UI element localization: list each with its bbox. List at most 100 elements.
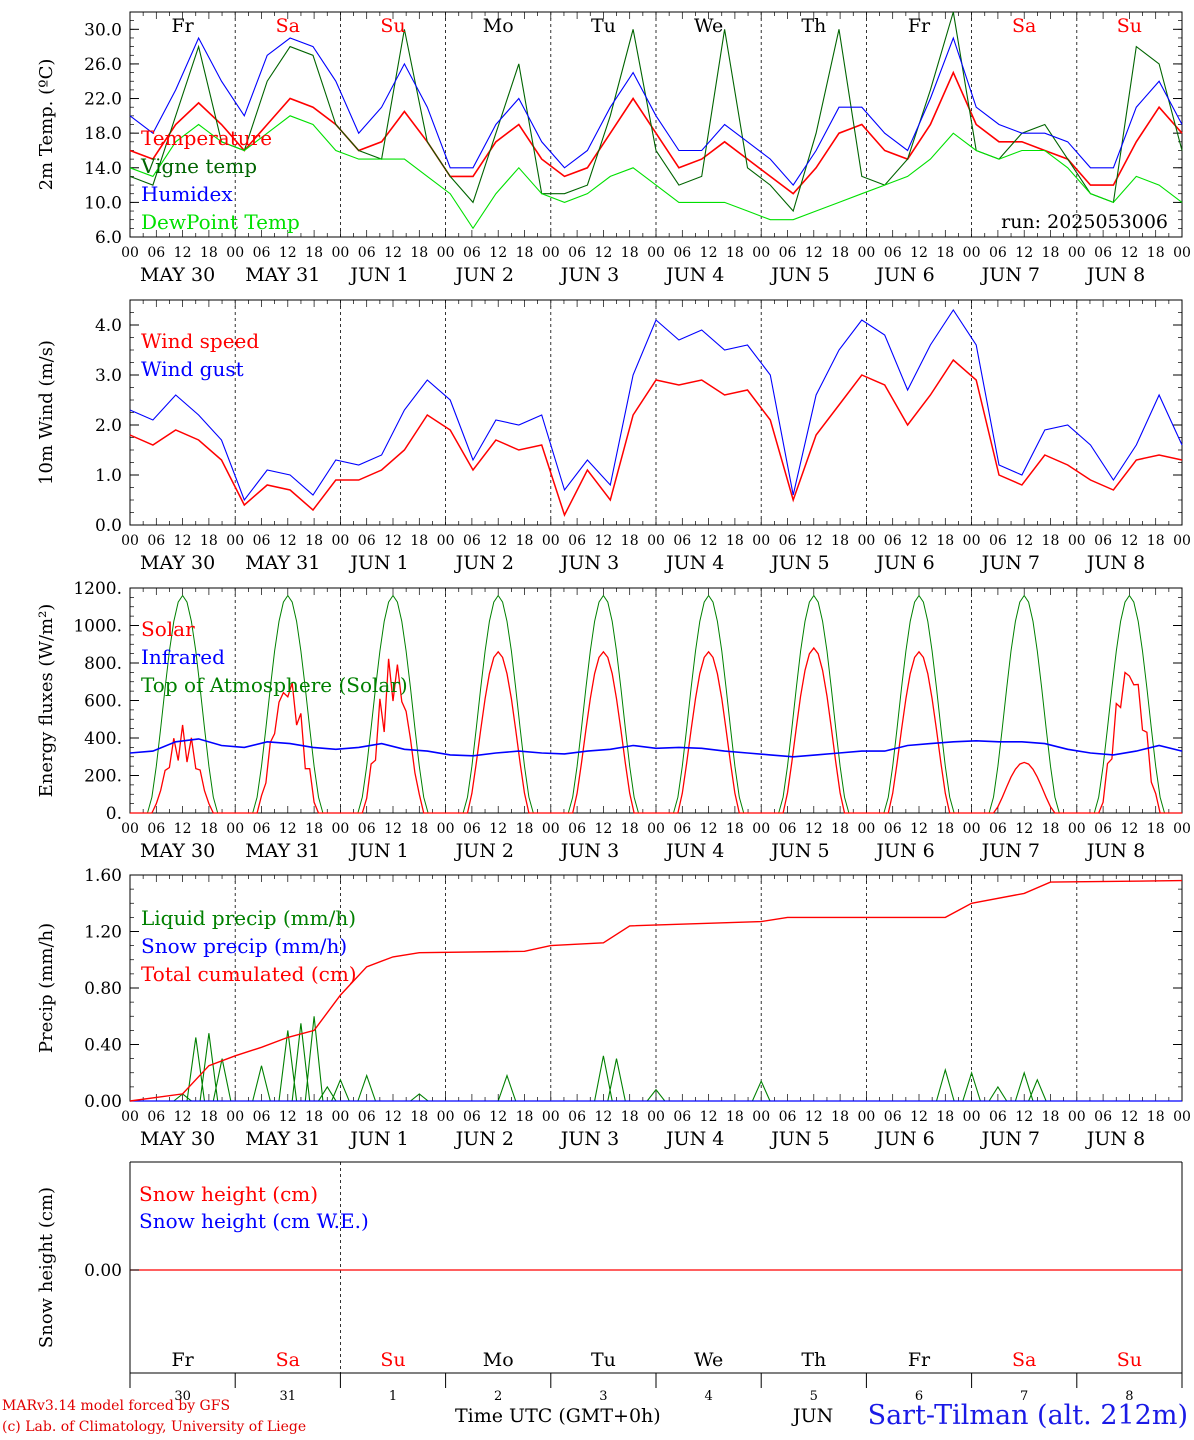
x-axis-title: Time UTC (GMT+0h)	[455, 1405, 661, 1427]
legend-entry: Top of Atmosphere (Solar)	[141, 673, 408, 697]
legend-entry: Total cumulated (cm)	[141, 962, 357, 986]
x-hour-label: 06	[779, 821, 797, 837]
x-hour-label: 18	[621, 245, 639, 261]
x-date-label: MAY 30	[140, 552, 215, 574]
x-hour-label: 06	[779, 245, 797, 261]
y-tick-label: 1.20	[84, 923, 122, 943]
y-axis-label: Precip (mm/h)	[36, 923, 57, 1053]
series-wind-gust	[129, 308, 1183, 502]
x-hour-label: 06	[358, 821, 376, 837]
y-tick-label: 1.60	[84, 866, 122, 886]
x-hour-label: 12	[594, 245, 612, 261]
x-hour-label: 12	[1015, 533, 1033, 549]
x-hour-label: 00	[1173, 821, 1191, 837]
y-tick-label: 6.0	[95, 228, 122, 248]
x-hour-label: 12	[279, 533, 297, 549]
x-hour-label: 06	[884, 821, 902, 837]
x-hour-label: 06	[147, 1109, 165, 1125]
x-hour-label: 06	[989, 533, 1007, 549]
x-hour-label: 18	[831, 1109, 849, 1125]
y-tick-label: 800.	[84, 654, 122, 674]
legend-entry: Snow precip (mm/h)	[141, 934, 347, 958]
x-hour-label: 12	[910, 245, 928, 261]
day-name-label: Fr	[908, 1349, 931, 1371]
x-hour-label: 06	[884, 533, 902, 549]
x-hour-label: 18	[410, 245, 428, 261]
x-hour-label: 00	[437, 533, 455, 549]
x-hour-label: 18	[305, 1109, 323, 1125]
y-tick-label: 0.0	[95, 516, 122, 536]
y-tick-label: 0.	[106, 804, 122, 824]
x-hour-label: 12	[1120, 821, 1138, 837]
y-tick-label: 18.0	[84, 124, 122, 144]
day-number-label: 30	[174, 1389, 191, 1404]
x-hour-label: 00	[857, 821, 875, 837]
x-hour-label: 06	[884, 245, 902, 261]
x-hour-label: 12	[594, 533, 612, 549]
day-name-label: Fr	[171, 1349, 194, 1371]
x-hour-label: 00	[647, 533, 665, 549]
y-tick-label: 0.80	[84, 979, 122, 999]
y-tick-label: 30.0	[84, 20, 122, 40]
x-hour-label: 06	[673, 245, 691, 261]
x-hour-label: 18	[1147, 245, 1165, 261]
series-infrared	[129, 738, 1183, 758]
x-hour-label: 12	[174, 821, 192, 837]
x-date-label: MAY 30	[140, 264, 215, 286]
x-hour-label: 18	[1147, 1109, 1165, 1125]
x-hour-label: 18	[1042, 245, 1060, 261]
series-wind-speed	[129, 358, 1183, 517]
x-hour-label: 12	[1015, 245, 1033, 261]
x-hour-label: 12	[489, 1109, 507, 1125]
day-number-label: 3	[599, 1389, 607, 1404]
day-number-label: 7	[1020, 1389, 1028, 1404]
x-hour-label: 06	[989, 245, 1007, 261]
x-date-label: JUN 4	[664, 264, 724, 286]
x-hour-label: 18	[516, 821, 534, 837]
x-hour-label: 12	[1015, 1109, 1033, 1125]
x-hour-label: 06	[463, 1109, 481, 1125]
series-temperature	[129, 70, 1183, 195]
day-number-label: 1	[389, 1389, 397, 1404]
x-hour-label: 00	[752, 1109, 770, 1125]
x-hour-label: 06	[253, 1109, 271, 1125]
x-date-label: JUN 7	[980, 264, 1040, 286]
x-hour-label: 18	[305, 821, 323, 837]
x-date-label: JUN 2	[454, 552, 514, 574]
y-tick-label: 10.0	[84, 193, 122, 213]
day-name-label: Sa	[276, 1349, 300, 1371]
x-hour-label: 00	[331, 533, 349, 549]
y-axis-label: Energy fluxes (W/m²)	[36, 604, 57, 798]
day-number-label: 31	[280, 1389, 297, 1404]
x-hour-label: 12	[805, 245, 823, 261]
x-hour-label: 12	[384, 1109, 402, 1125]
x-hour-label: 18	[410, 533, 428, 549]
x-hour-label: 18	[936, 1109, 954, 1125]
y-tick-label: 22.0	[84, 90, 122, 110]
x-hour-label: 00	[437, 1109, 455, 1125]
x-hour-label: 12	[489, 821, 507, 837]
x-hour-label: 12	[1120, 245, 1138, 261]
y-tick-label: 2.0	[95, 416, 122, 436]
x-date-label: JUN 3	[559, 264, 619, 286]
x-hour-label: 12	[279, 821, 297, 837]
x-date-label: JUN 6	[874, 264, 934, 286]
x-hour-label: 18	[831, 245, 849, 261]
x-hour-label: 06	[463, 821, 481, 837]
x-date-label: JUN 5	[769, 1128, 829, 1150]
x-hour-label: 00	[542, 821, 560, 837]
x-hour-label: 06	[1094, 1109, 1112, 1125]
day-name-label: Fr	[908, 15, 931, 37]
x-hour-label: 12	[700, 533, 718, 549]
x-hour-label: 06	[568, 245, 586, 261]
legend-entry: Snow height (cm W.E.)	[139, 1209, 369, 1233]
x-hour-label: 18	[936, 245, 954, 261]
x-hour-label: 00	[1068, 533, 1086, 549]
x-date-label: JUN 4	[664, 840, 724, 862]
x-hour-label: 12	[1120, 1109, 1138, 1125]
x-hour-label: 12	[174, 1109, 192, 1125]
x-hour-label: 18	[1147, 533, 1165, 549]
y-tick-label: 600.	[84, 692, 122, 712]
x-hour-label: 06	[253, 245, 271, 261]
x-hour-label: 18	[410, 821, 428, 837]
